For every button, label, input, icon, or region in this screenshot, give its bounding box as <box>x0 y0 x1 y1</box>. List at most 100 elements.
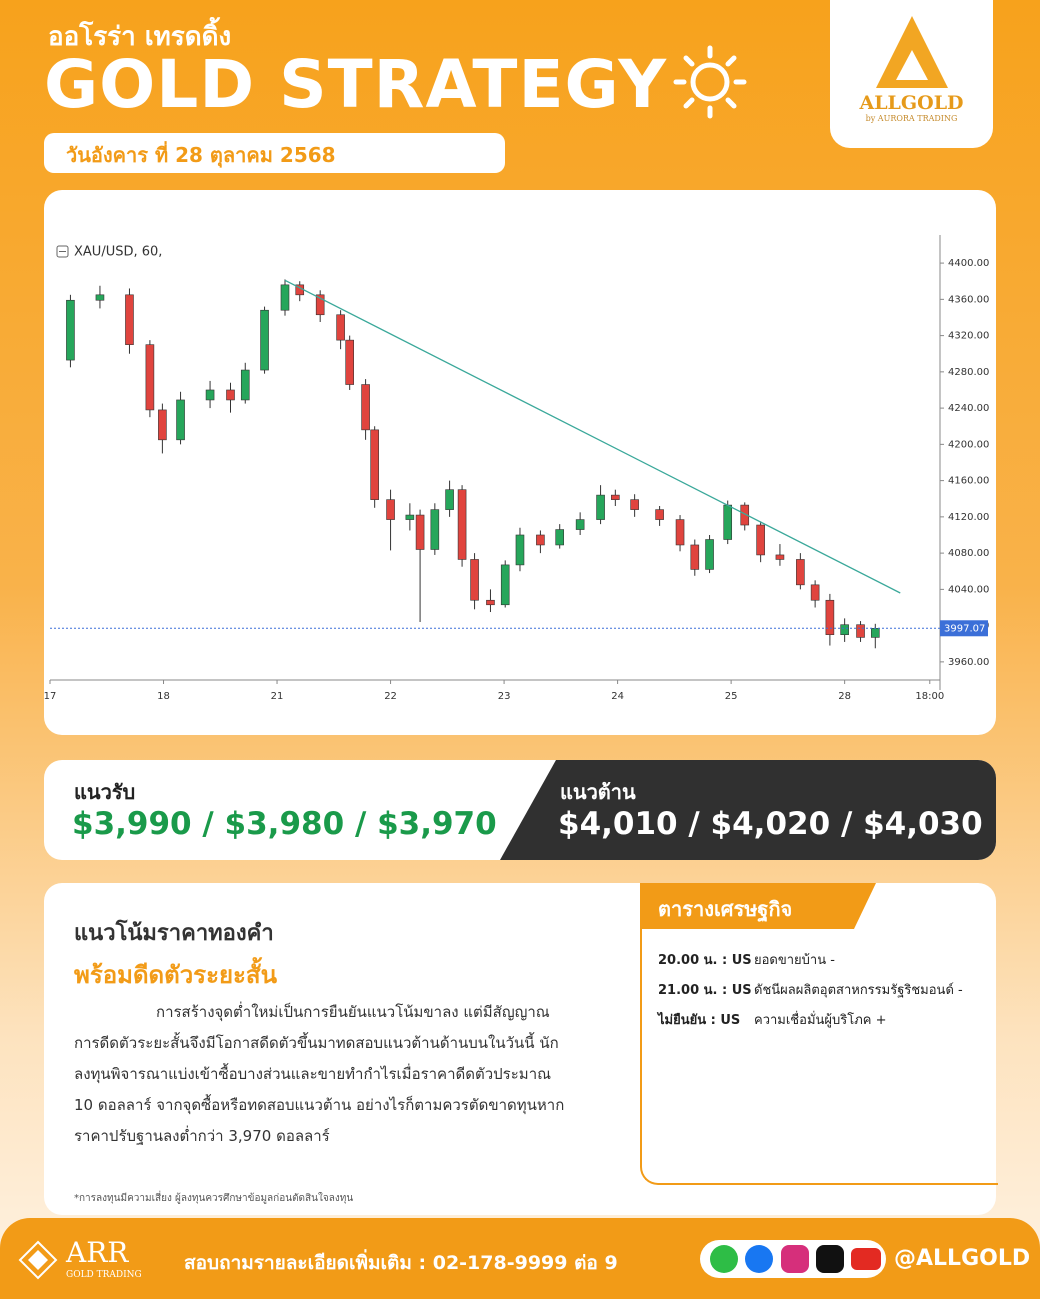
y-tick-label: 3960.00 <box>948 657 989 668</box>
y-tick-label: 4080.00 <box>948 548 989 559</box>
candle-body <box>630 499 639 510</box>
footer-handle: @ALLGOLD <box>894 1246 1031 1271</box>
x-tick-label: 18:00 <box>915 691 944 702</box>
y-tick-label: 4360.00 <box>948 294 989 305</box>
candle-body <box>740 504 750 526</box>
candle-body <box>158 409 167 441</box>
candle-body <box>825 599 835 635</box>
chart: XAU/USD, 60, 3960.004000.004040.004080.0… <box>44 235 989 702</box>
date: วันอังคาร ที่ 28 ตุลาคม 2568 <box>66 143 336 167</box>
line-icon[interactable] <box>710 1245 738 1273</box>
candle-body <box>260 309 269 371</box>
instagram-icon[interactable] <box>781 1245 809 1273</box>
body-line: การดีดตัวระยะสั้นจึงมีโอกาสดีดตัวขึ้นมาท… <box>74 1034 559 1052</box>
calendar-row: ไม่ยืนยัน : US ความเชื่อมั่นผู้บริโภค + <box>658 1009 963 1039</box>
x-tick-label: 25 <box>725 691 738 702</box>
candle-body <box>775 554 785 560</box>
candle-body <box>840 624 849 635</box>
body-line: 10 ดอลลาร์ จากจุดซื้อหรือทดสอบแนวต้าน อย… <box>74 1096 565 1114</box>
candle-body <box>415 514 425 550</box>
x-tick-label: 23 <box>498 691 511 702</box>
candle-body <box>386 499 395 520</box>
candle-body <box>575 519 585 530</box>
candle-body <box>370 429 379 500</box>
calendar-tab <box>640 883 876 929</box>
candle-body <box>611 494 620 500</box>
calendar-row: 20.00 น. : US ยอดขายบ้าน - <box>658 949 963 979</box>
title: GOLD STRATEGY <box>44 46 668 123</box>
candle-body <box>457 489 467 560</box>
social-pill <box>700 1240 886 1278</box>
calendar-time: 20.00 น. : US <box>658 953 752 968</box>
calendar-event: ความเชื่อมั่นผู้บริโภค + <box>754 1013 887 1028</box>
y-tick-label: 4120.00 <box>948 512 989 523</box>
footer: ARR GOLD TRADING สอบถามรายละเอียดเพิ่มเต… <box>0 1218 1040 1299</box>
candle-body <box>596 494 605 520</box>
candle-body <box>515 534 525 566</box>
candle-body <box>145 344 155 411</box>
tiktok-icon[interactable] <box>816 1245 844 1273</box>
candle-body <box>240 369 250 401</box>
trendline <box>284 279 901 594</box>
logo-tagline: by AURORA TRADING <box>865 114 958 123</box>
y-tick-label: 4040.00 <box>948 584 989 595</box>
calendar-time: 21.00 น. : US <box>658 983 752 998</box>
logo-box: ALLGOLD by AURORA TRADING <box>830 0 993 148</box>
candle-body <box>756 524 765 556</box>
calendar-time: ไม่ยืนยัน : US <box>658 1013 741 1028</box>
candle-body <box>445 489 454 510</box>
calendar-rows: 20.00 น. : US ยอดขายบ้าน - 21.00 น. : US ดั… <box>658 949 963 1039</box>
footer-company: ARR <box>66 1236 129 1269</box>
social-icons <box>710 1245 881 1273</box>
candle-body <box>315 294 325 316</box>
resistance-title: แนวต้าน <box>560 780 636 804</box>
body-line: ลงทุนพิจารณาแบ่งเข้าซื้อบางส่วนและขายทำก… <box>74 1065 552 1083</box>
x-tick-label: 21 <box>271 691 284 702</box>
last-price-label: 3997.07 <box>944 623 985 634</box>
disclaimer: *การลงทุนมีความเสี่ยง ผู้ลงทุนควรศึกษาข้… <box>74 1193 354 1204</box>
symbol-label: XAU/USD, 60, <box>74 245 162 260</box>
candle-body <box>870 628 880 638</box>
y-tick-label: 4400.00 <box>948 258 989 269</box>
y-tick-label: 4320.00 <box>948 331 989 342</box>
candle-body <box>66 299 75 361</box>
candle-body <box>723 504 733 540</box>
footer-company-sub: GOLD TRADING <box>66 1270 142 1280</box>
calendar-event: ดัชนีผลผลิตอุตสาหกรรมรัฐริชมอนด์ - <box>754 983 963 998</box>
resistance-bg <box>500 760 996 860</box>
x-tick-label: 28 <box>838 691 851 702</box>
y-tick-label: 4200.00 <box>948 439 989 450</box>
candle-body <box>470 559 479 601</box>
last-price-tag <box>940 620 988 637</box>
candle-body <box>95 294 105 301</box>
footer-contact: สอบถามรายละเอียดเพิ่มเติม : 02-178-9999 … <box>184 1252 618 1274</box>
body-line: ราคาปรับฐานลงต่ำกว่า 3,970 ดอลลาร์ <box>74 1127 330 1145</box>
candle-body <box>405 514 415 520</box>
candle-body <box>336 314 345 341</box>
resistance-values: $4,010 / $4,020 / $4,030 <box>558 806 983 842</box>
candle-body <box>655 509 664 520</box>
candle-body <box>430 509 440 550</box>
levels-card: แนวรับ $3,990 / $3,980 / $3,970 แนวต้าน … <box>44 760 996 860</box>
candle-body <box>796 559 805 586</box>
x-tick-label: 24 <box>611 691 624 702</box>
youtube-icon[interactable] <box>851 1248 881 1270</box>
candle-body <box>536 534 545 546</box>
candle-body <box>345 339 354 385</box>
candle-body <box>705 539 714 570</box>
x-tick-label: 22 <box>384 691 397 702</box>
facebook-icon[interactable] <box>745 1245 773 1273</box>
candle-body <box>361 384 370 431</box>
support-values: $3,990 / $3,980 / $3,970 <box>72 806 497 842</box>
candle-body <box>500 564 510 606</box>
y-tick-label: 4280.00 <box>948 367 989 378</box>
candle-body <box>125 294 134 345</box>
candle-body <box>810 584 820 601</box>
x-tick-label: 17 <box>44 691 56 702</box>
arr-mark <box>18 1240 58 1280</box>
article-subheading: พร้อมดีดตัวระยะสั้น <box>74 961 277 989</box>
chart-card: XAU/USD, 60, 3960.004000.004040.004080.0… <box>44 190 996 735</box>
logo-name: ALLGOLD <box>859 92 964 114</box>
support-title: แนวรับ <box>74 780 136 804</box>
